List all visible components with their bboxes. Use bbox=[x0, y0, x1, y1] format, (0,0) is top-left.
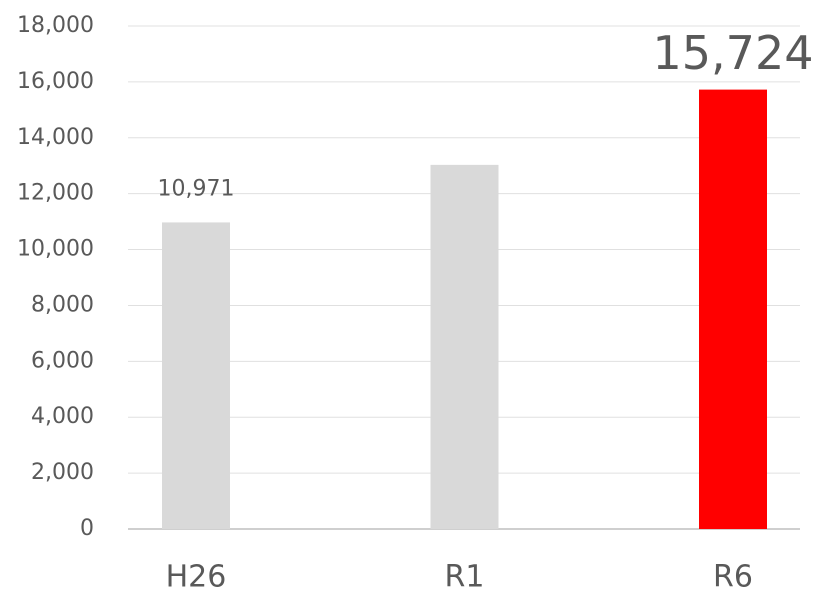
bar bbox=[699, 89, 767, 529]
bar bbox=[162, 222, 230, 529]
y-tick-label: 10,000 bbox=[17, 237, 94, 262]
y-tick-label: 18,000 bbox=[17, 13, 94, 38]
y-tick-label: 0 bbox=[80, 516, 94, 541]
y-tick-label: 16,000 bbox=[17, 69, 94, 94]
y-tick-label: 12,000 bbox=[17, 181, 94, 206]
y-tick-label: 14,000 bbox=[17, 125, 94, 150]
data-label: 10,971 bbox=[158, 176, 235, 201]
data-label: 15,724 bbox=[653, 26, 814, 80]
x-tick-label: R1 bbox=[445, 560, 485, 592]
y-tick-label: 8,000 bbox=[31, 292, 94, 317]
y-tick-label: 2,000 bbox=[31, 460, 94, 485]
y-tick-label: 4,000 bbox=[31, 404, 94, 429]
x-tick-label: R6 bbox=[713, 560, 753, 592]
bar bbox=[430, 164, 499, 529]
x-tick-label: H26 bbox=[166, 560, 227, 592]
y-tick-label: 6,000 bbox=[31, 348, 94, 373]
